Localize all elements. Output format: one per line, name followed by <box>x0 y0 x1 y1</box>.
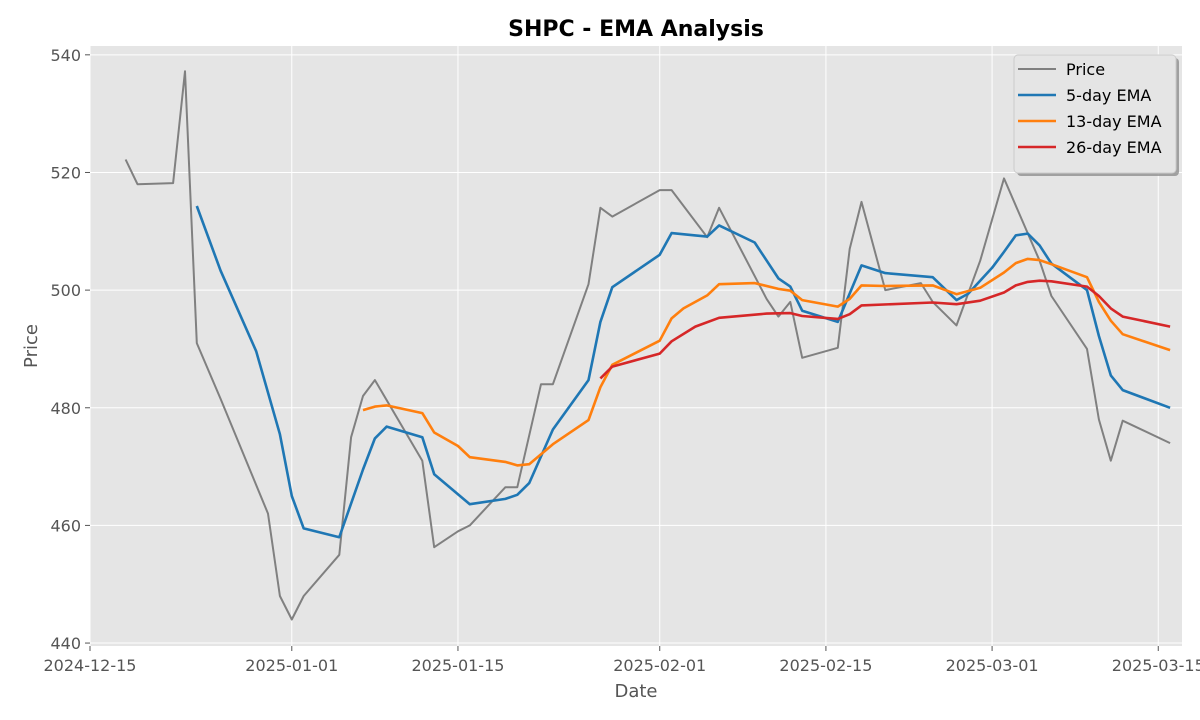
x-tick-label: 2025-03-15 <box>1112 656 1200 675</box>
y-tick-label: 520 <box>50 163 81 182</box>
series-line-13-day-ema <box>362 257 1171 467</box>
legend: Price 5-day EMA 13-day EMA 26-day EMA <box>1013 54 1179 176</box>
y-tick-label: 460 <box>50 516 81 535</box>
series-line-price <box>124 70 1171 621</box>
legend-box <box>1013 54 1177 174</box>
y-tick-label: 500 <box>50 281 81 300</box>
y-tick-label: 440 <box>50 634 81 653</box>
x-tick-label: 2025-02-01 <box>613 656 706 675</box>
legend-label: 13-day EMA <box>1066 112 1162 131</box>
legend-label: 5-day EMA <box>1066 86 1151 105</box>
x-tick-label: 2025-01-15 <box>411 656 504 675</box>
axis-ticks: 2024-12-15 2025-01-01 2025-01-15 2025-02-01… <box>44 46 1200 675</box>
chart-title: SHPC - EMA Analysis <box>508 17 764 42</box>
y-axis-title: Price <box>21 324 42 368</box>
x-tick-label: 2025-01-01 <box>245 656 338 675</box>
x-tick-label: 2025-02-15 <box>779 656 872 675</box>
series-line-5-day-ema <box>195 205 1171 539</box>
x-tick-label: 2025-03-01 <box>946 656 1039 675</box>
x-tick-label: 2024-12-15 <box>44 656 137 675</box>
series-line-26-day-ema <box>599 279 1171 380</box>
legend-label: Price <box>1066 60 1105 79</box>
legend-label: 26-day EMA <box>1066 138 1162 157</box>
y-tick-label: 540 <box>50 46 81 65</box>
grid <box>89 46 1182 646</box>
x-axis-title: Date <box>614 681 657 702</box>
y-tick-label: 480 <box>50 399 81 418</box>
series-group <box>124 70 1171 621</box>
